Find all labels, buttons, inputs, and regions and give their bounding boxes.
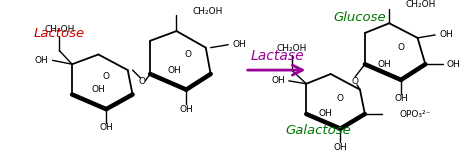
Text: CH₂OH: CH₂OH <box>276 44 307 53</box>
Text: OH: OH <box>100 123 113 132</box>
Text: OH: OH <box>271 76 285 85</box>
Text: O: O <box>352 77 359 86</box>
Text: CH₂OH: CH₂OH <box>44 25 74 34</box>
Text: Glucose: Glucose <box>334 11 386 24</box>
Text: OPO₃²⁻: OPO₃²⁻ <box>399 110 430 119</box>
Text: OH: OH <box>232 40 246 49</box>
Text: O: O <box>139 77 146 86</box>
Text: O: O <box>398 43 404 52</box>
Text: OH: OH <box>91 85 105 94</box>
Text: Lactase: Lactase <box>250 49 304 63</box>
Text: OH: OH <box>179 105 193 114</box>
Text: Lactose: Lactose <box>34 27 85 40</box>
Text: OH: OH <box>394 94 408 103</box>
Text: OH: OH <box>447 60 461 69</box>
Text: OH: OH <box>168 66 182 75</box>
Text: OH: OH <box>319 108 333 117</box>
Text: CH₂OH: CH₂OH <box>406 0 436 9</box>
Text: OH: OH <box>35 56 49 65</box>
Text: OH: OH <box>439 31 453 40</box>
Text: OH: OH <box>334 143 347 152</box>
Text: OH: OH <box>377 60 391 69</box>
Text: O: O <box>185 50 191 59</box>
Text: Galactose: Galactose <box>285 124 351 137</box>
Text: O: O <box>337 94 344 103</box>
Text: O: O <box>103 72 109 81</box>
Text: CH₂OH: CH₂OH <box>192 7 222 16</box>
